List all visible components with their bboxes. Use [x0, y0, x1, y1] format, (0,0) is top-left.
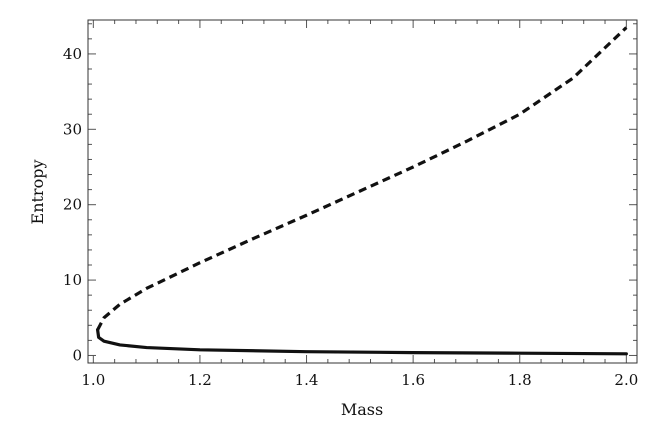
x-tick-label: 1.0	[81, 371, 105, 389]
x-tick-label: 1.2	[188, 371, 212, 389]
plot-frame	[87, 19, 638, 364]
series-layer	[95, 26, 628, 356]
y-tick-label: 30	[63, 120, 82, 138]
y-tick-label: 0	[72, 346, 82, 364]
y-tick-label: 10	[63, 271, 82, 289]
labels-layer: 1.0 1.2 1.4 1.6 1.8 2.0 0 10 20 30 40	[63, 45, 638, 389]
dashed-series-line	[96, 26, 628, 331]
y-axis-title: Entropy	[28, 160, 47, 225]
y-tick-label: 40	[63, 45, 82, 63]
solid-series-line	[95, 328, 628, 356]
x-tick-label: 1.4	[295, 371, 319, 389]
x-tick-label: 1.8	[508, 371, 532, 389]
x-tick-label: 1.6	[401, 371, 425, 389]
ticks-layer	[88, 20, 637, 363]
y-tick-label: 20	[63, 196, 82, 214]
x-axis-title: Mass	[341, 400, 383, 419]
x-tick-label: 2.0	[614, 371, 638, 389]
